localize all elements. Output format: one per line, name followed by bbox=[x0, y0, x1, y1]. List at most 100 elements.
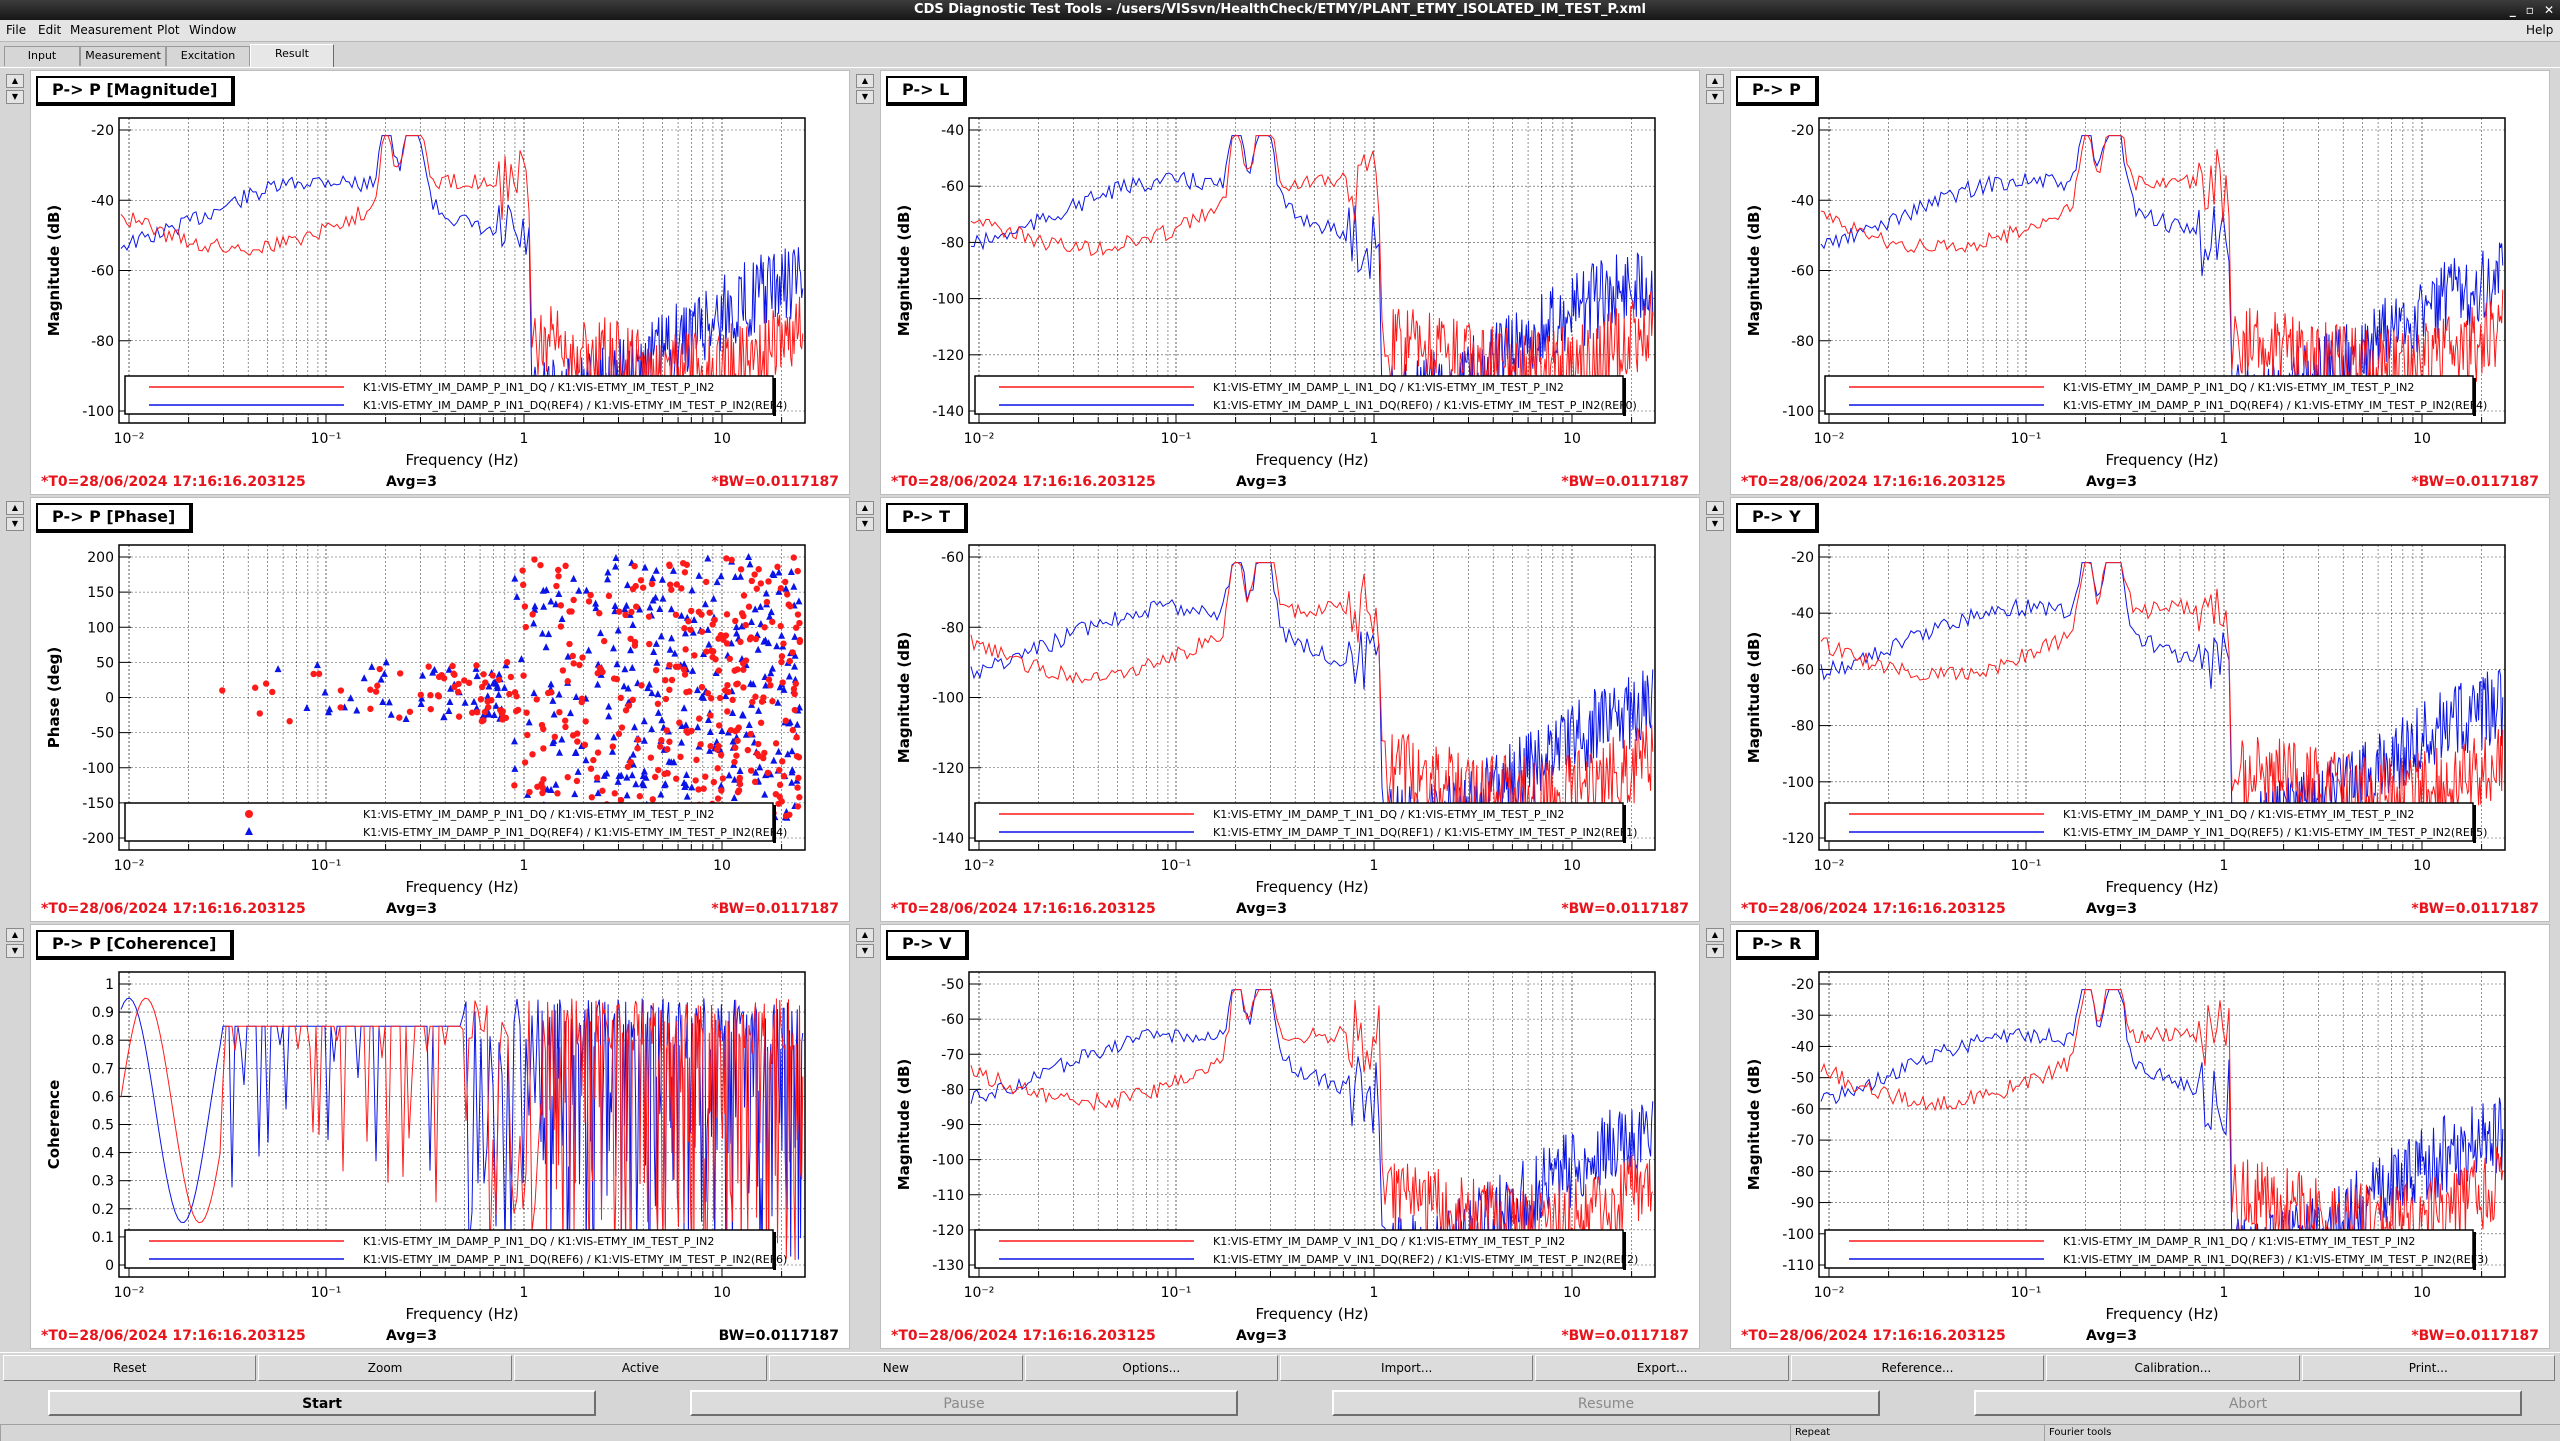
reference-button[interactable]: Reference... bbox=[1790, 1355, 2045, 1381]
reset-button[interactable]: Reset bbox=[3, 1355, 257, 1381]
pause-button[interactable]: Pause bbox=[690, 1390, 1238, 1416]
pane-up-arrow-icon[interactable]: ▲ bbox=[6, 501, 24, 515]
minimize-icon[interactable]: _ bbox=[2509, 3, 2516, 17]
t0-label: *T0=28/06/2024 17:16:16.203125 bbox=[891, 1328, 1156, 1344]
x-tick-label: 1 bbox=[2220, 858, 2229, 874]
tab-excitation[interactable]: Excitation bbox=[166, 46, 250, 66]
pane-down-arrow-icon[interactable]: ▼ bbox=[6, 517, 24, 531]
plot-title[interactable]: P-> P bbox=[1736, 76, 1819, 106]
avg-label: Avg=3 bbox=[386, 1328, 437, 1344]
pane-down-arrow-icon[interactable]: ▼ bbox=[1706, 90, 1724, 104]
plot-canvas[interactable]: -20 -40 -60 -80 -100 K1:VIS-ETMY_IM_DAMP_P_IN… bbox=[1730, 70, 2550, 495]
plot-title[interactable]: P-> L bbox=[886, 76, 968, 106]
y-tick-label: -60 bbox=[1791, 662, 1814, 678]
y-tick-label: 0 bbox=[105, 691, 114, 707]
pane-down-arrow-icon[interactable]: ▼ bbox=[856, 517, 874, 531]
x-tick-label: 1 bbox=[2220, 431, 2229, 447]
legend-entry: K1:VIS-ETMY_IM_DAMP_R_IN1_DQ / K1:VIS-ET… bbox=[2063, 1235, 2415, 1248]
pane-up-arrow-icon[interactable]: ▲ bbox=[1706, 928, 1724, 942]
plot-canvas[interactable]: -20 -40 -60 -80 -100 K1:VIS-ETMY_IM_DAMP_P_IN… bbox=[30, 70, 850, 495]
legend-entry: K1:VIS-ETMY_IM_DAMP_L_IN1_DQ / K1:VIS-ET… bbox=[1213, 381, 1564, 394]
menu-edit[interactable]: Edit bbox=[38, 23, 62, 37]
menu-file[interactable]: File bbox=[6, 23, 27, 37]
plot-canvas[interactable]: -40 -60 -80 -100 -120 -140 K1:VIS-ETMY_IM_DAMP… bbox=[880, 70, 1700, 495]
start-button[interactable]: Start bbox=[48, 1390, 596, 1416]
x-tick-label: 10⁻² bbox=[964, 858, 995, 874]
window-title: CDS Diagnostic Test Tools - /users/VISsv… bbox=[914, 2, 1646, 17]
y-axis-label: Magnitude (dB) bbox=[1745, 205, 1763, 336]
tab-input[interactable]: Input bbox=[4, 46, 80, 66]
menu-measurement[interactable]: Measurement bbox=[70, 23, 153, 37]
pane-down-arrow-icon[interactable]: ▼ bbox=[856, 944, 874, 958]
pane-down-arrow-icon[interactable]: ▼ bbox=[6, 90, 24, 104]
pane-up-arrow-icon[interactable]: ▲ bbox=[6, 74, 24, 88]
plot-canvas[interactable]: 1 0.9 0.8 0.7 0.6 0.5 0.4 0.3 0.2 0.1 0 K1:VIS-ETMY… bbox=[30, 924, 850, 1349]
plot-title[interactable]: P-> R bbox=[1736, 930, 1820, 960]
resume-button[interactable]: Resume bbox=[1332, 1390, 1880, 1416]
y-tick-label: -140 bbox=[932, 831, 964, 847]
plot-canvas[interactable]: 200 150 100 50 0 -50 -100 -150 -200 K1:VIS-ETMY_I… bbox=[30, 497, 850, 922]
pane-up-arrow-icon[interactable]: ▲ bbox=[856, 928, 874, 942]
plot-canvas[interactable]: -20 -40 -60 -80 -100 -120 K1:VIS-ETMY_IM_DAMP_… bbox=[1730, 497, 2550, 922]
calibration-button[interactable]: Calibration... bbox=[2046, 1355, 2300, 1381]
export-button[interactable]: Export... bbox=[1535, 1355, 1789, 1381]
x-tick-label: 10⁻² bbox=[964, 1285, 995, 1301]
y-tick-label: -40 bbox=[941, 123, 964, 139]
new-button[interactable]: New bbox=[769, 1355, 1023, 1381]
y-axis-label: Phase (deg) bbox=[45, 647, 63, 748]
y-tick-label: 0.5 bbox=[92, 1118, 114, 1134]
y-tick-label: -80 bbox=[941, 1082, 964, 1098]
plot-canvas[interactable]: -20 -30 -40 -50 -60 -70 -80 -90 -100 -110 K1:VIS-E… bbox=[1730, 924, 2550, 1349]
plot-title[interactable]: P-> P [Phase] bbox=[36, 503, 194, 533]
close-icon[interactable]: ✕ bbox=[2543, 3, 2554, 17]
x-tick-label: 10⁻² bbox=[1814, 1285, 1845, 1301]
avg-label: Avg=3 bbox=[1236, 474, 1287, 490]
y-tick-label: -70 bbox=[941, 1047, 964, 1063]
plot-canvas[interactable]: -60 -80 -100 -120 -140 K1:VIS-ETMY_IM_DAMP_T_… bbox=[880, 497, 1700, 922]
plot-title[interactable]: P-> P [Coherence] bbox=[36, 930, 235, 960]
pane-up-arrow-icon[interactable]: ▲ bbox=[856, 501, 874, 515]
menu-help[interactable]: Help bbox=[2526, 23, 2554, 37]
y-tick-label: -40 bbox=[1791, 193, 1814, 209]
status-cell bbox=[0, 1425, 1790, 1441]
x-axis-label: Frequency (Hz) bbox=[2105, 451, 2218, 469]
plot-pane: ▲ ▼ 1 0.9 0.8 0.7 0.6 0.5 0.4 0.3 0.2 0.1 0 K1:VIS-… bbox=[0, 924, 850, 1349]
plot-pane: ▲ ▼ -20 -40 -60 -80 -100 K1:VIS-ETMY_IM_DAMP_… bbox=[0, 70, 850, 495]
pane-down-arrow-icon[interactable]: ▼ bbox=[6, 944, 24, 958]
pane-up-arrow-icon[interactable]: ▲ bbox=[1706, 501, 1724, 515]
plot-title[interactable]: P-> T bbox=[886, 503, 968, 533]
pane-up-arrow-icon[interactable]: ▲ bbox=[1706, 74, 1724, 88]
plot-title[interactable]: P-> Y bbox=[1736, 503, 1819, 533]
pane-down-arrow-icon[interactable]: ▼ bbox=[1706, 517, 1724, 531]
maximize-icon[interactable]: ▫ bbox=[2525, 3, 2534, 17]
menu-plot[interactable]: Plot bbox=[157, 23, 180, 37]
options-button[interactable]: Options... bbox=[1024, 1355, 1278, 1381]
print-button[interactable]: Print... bbox=[2301, 1355, 2555, 1381]
y-tick-label: 1 bbox=[105, 977, 114, 993]
plot-title[interactable]: P-> V bbox=[886, 930, 970, 960]
x-tick-label: 10 bbox=[1563, 431, 1581, 447]
tab-measurement[interactable]: Measurement bbox=[80, 46, 166, 66]
plot-title[interactable]: P-> P [Magnitude] bbox=[36, 76, 236, 106]
x-tick-label: 10⁻¹ bbox=[311, 858, 342, 874]
pane-up-arrow-icon[interactable]: ▲ bbox=[856, 74, 874, 88]
y-tick-label: 100 bbox=[87, 620, 114, 636]
pane-down-arrow-icon[interactable]: ▼ bbox=[856, 90, 874, 104]
pane-up-arrow-icon[interactable]: ▲ bbox=[6, 928, 24, 942]
y-tick-label: -90 bbox=[1791, 1196, 1814, 1212]
y-tick-label: -40 bbox=[1791, 1039, 1814, 1055]
plot-pane: ▲ ▼ -20 -40 -60 -80 -100 K1:VIS-ETMY_IM_DAMP_… bbox=[1700, 70, 2550, 495]
y-tick-label: -20 bbox=[91, 123, 114, 139]
active-button[interactable]: Active bbox=[513, 1355, 768, 1381]
t0-label: *T0=28/06/2024 17:16:16.203125 bbox=[41, 1328, 306, 1344]
import-button[interactable]: Import... bbox=[1280, 1355, 1534, 1381]
zoom-button[interactable]: Zoom bbox=[258, 1355, 512, 1381]
abort-button[interactable]: Abort bbox=[1974, 1390, 2522, 1416]
plot-canvas[interactable]: -50 -60 -70 -80 -90 -100 -110 -120 -130 K1:VIS-ET… bbox=[880, 924, 1700, 1349]
tab-result[interactable]: Result bbox=[250, 44, 334, 67]
pane-down-arrow-icon[interactable]: ▼ bbox=[1706, 944, 1724, 958]
pane-side-strip: ▲ ▼ bbox=[0, 924, 30, 1349]
plot-svg: -60 -80 -100 -120 -140 K1:VIS-ETMY_IM_DAMP_T_… bbox=[895, 544, 1656, 896]
y-tick-label: -140 bbox=[932, 404, 964, 420]
menu-window[interactable]: Window bbox=[189, 23, 237, 37]
